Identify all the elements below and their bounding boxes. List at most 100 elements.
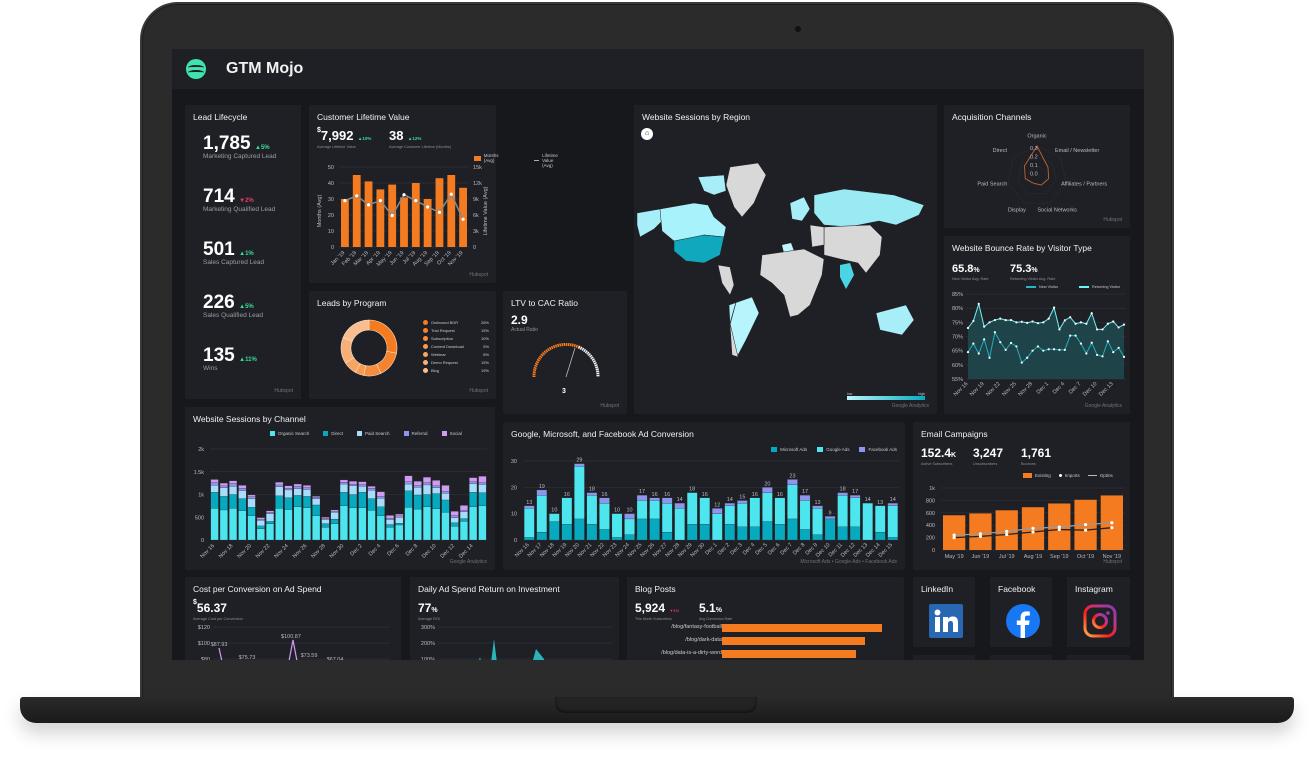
svg-text:Dec 8: Dec 8 [792,542,806,556]
svg-text:Dec 10: Dec 10 [421,543,438,560]
legend-item[interactable]: Existing [1023,473,1051,478]
world-map[interactable] [634,155,937,405]
bounce-kpi-returning: 75.3% Returning Visitor Avg. Rate [1010,263,1056,281]
svg-text:16: 16 [564,492,570,498]
svg-text:14: 14 [677,497,683,503]
legend-item[interactable]: Facebook Ads [859,447,897,452]
svg-text:200: 200 [926,536,935,542]
legend-item[interactable]: Organic Search [270,431,309,436]
legend-returning-visitor[interactable]: Returning Visitor [1079,285,1120,289]
svg-text:0: 0 [331,245,334,251]
svg-text:Jun '19: Jun '19 [972,554,990,560]
data-source: Google Analytics [891,403,929,409]
home-icon[interactable]: ⌂ [641,128,653,140]
card-title: Google, Microsoft, and Facebook Ad Conve… [511,429,694,439]
leads-donut-chart[interactable] [339,318,399,378]
cost-line-chart[interactable]: $120 $100 $80 $87.93 $100.87 $75.73 $73.59 $67.… [185,621,401,660]
facebook-card[interactable]: Facebook [990,577,1052,647]
clv-combo-chart[interactable]: 50 40 30 20 10 0 15k 12k 9k 6k 3k 0 Months (Avg) Life… [309,153,496,283]
cost-per-conversion-card: Cost per Conversion on Ad Spend $56.37 A… [185,577,401,660]
clv-legend-line[interactable]: Lifetime Value (Avg) [534,153,563,168]
svg-text:Aug '19: Aug '19 [1024,554,1042,560]
svg-text:10: 10 [614,508,620,514]
legend-item[interactable]: Outbound BDR 28% [423,318,489,326]
svg-text:100%: 100% [421,657,435,660]
svg-text:Nov 18: Nov 18 [218,543,235,560]
card-title: Instagram [1075,584,1113,594]
svg-text:Dec 3: Dec 3 [729,542,743,556]
svg-text:20: 20 [328,213,334,219]
svg-text:200%: 200% [421,641,435,647]
legend-item[interactable]: Google Ads [817,447,849,452]
svg-text:19: 19 [539,484,545,490]
linkedin-icon[interactable] [929,604,963,638]
svg-text:Nov 24: Nov 24 [273,543,290,560]
sessions-by-channel-card: Website Sessions by Channel Organic Sear… [185,407,495,570]
legend-item[interactable]: Referral [403,431,428,436]
svg-text:30: 30 [511,459,517,465]
card-title: Lead Lifecycle [193,112,248,122]
clv-legend-bar[interactable]: Months (Avg) [474,153,502,163]
legend-item[interactable]: Content Download 5% [423,342,489,350]
legend-item[interactable]: Direct [323,431,343,436]
facebook-icon[interactable] [1006,604,1040,638]
svg-text:16: 16 [752,492,758,498]
svg-text:17: 17 [639,489,645,495]
svg-text:Nov 26: Nov 26 [292,543,309,560]
svg-text:3k: 3k [473,229,479,235]
bounce-rate-card: Website Bounce Rate by Visitor Type 65.8… [944,236,1130,414]
legend-item[interactable]: Social [441,431,462,436]
blog-post-row[interactable]: /blog/fantasy-football [627,623,904,634]
legend-item[interactable]: Demo Request 15% [423,358,489,366]
svg-text:1k: 1k [198,493,204,499]
svg-text:10: 10 [328,229,334,235]
instagram-card[interactable]: Instagram [1067,577,1130,647]
legend-item[interactable]: Optins [1087,473,1113,478]
blog-kpi-subscribers: 5,924 ▼1% This Month Subscribers [635,601,680,621]
acquisition-radar-chart[interactable]: Organic Email / Newsletter Affiliates / Pa… [944,119,1130,229]
mountain-wave-logo-icon[interactable] [186,59,206,79]
data-source: Google Analytics [1084,403,1122,409]
svg-text:May '19: May '19 [945,554,964,560]
legend-item[interactable]: Paid Search [357,431,390,436]
legend-new-visitor[interactable]: New Visitor [1026,285,1058,289]
card-title: Daily Ad Spend Return on Investment [418,584,560,594]
linkedin-card[interactable]: LinkedIn [913,577,975,647]
card-title: Leads by Program [317,298,387,308]
svg-text:0.0: 0.0 [1030,172,1038,178]
roi-area-chart[interactable]: 300% 200% 100% [410,621,619,660]
instagram-icon[interactable] [1083,604,1117,638]
ltv-cac-gauge [532,342,600,378]
legend-item[interactable]: Subscription 10% [423,334,489,342]
bounce-line-chart[interactable]: 85%80%75%70%65%60%55%Nov 16 Nov 19 Nov 22 N… [944,291,1130,409]
blog-post-row[interactable]: /blog/dark-data [627,636,904,647]
svg-text:Nov 30: Nov 30 [329,543,346,560]
svg-text:0.2: 0.2 [1030,155,1038,161]
legend-item[interactable]: Webinar 8% [423,350,489,358]
social-card-row2 [1067,655,1130,660]
svg-text:Dec 1: Dec 1 [1036,381,1050,395]
svg-text:600: 600 [926,511,935,517]
ltv-cac-card: LTV to CAC Ratio 2.9 Actual Ratio 3 Hubs… [503,291,627,414]
svg-text:Direct: Direct [993,148,1008,154]
email-combo-chart[interactable]: 1k 800 600 400 200 0 May '19 Jun '19 Jul '19 Aug … [913,480,1130,570]
svg-text:14: 14 [865,497,871,503]
data-source: Hubspot [469,272,488,278]
svg-text:65%: 65% [952,349,963,355]
customer-lifetime-value-card: Customer Lifetime Value $7,992 ▲10% Aver… [309,105,558,283]
svg-text:Dec 13: Dec 13 [1098,381,1115,398]
legend-item[interactable]: Microsoft Ads [771,447,807,452]
legend-item[interactable]: Trial Request 15% [423,326,489,334]
data-source: Microsoft Ads • Google Ads • Facebook Ad… [800,559,897,565]
svg-text:0: 0 [932,548,935,554]
legend-item[interactable]: Imports [1058,473,1080,478]
roi-kpi: 77% Average ROI [418,601,440,621]
legend-item[interactable]: Blog 19% [423,366,489,374]
data-source: Hubspot [1103,559,1122,565]
blog-post-row[interactable]: /blog/data-is-a-dirty-word [627,649,904,660]
dashboard-screen: GTM Mojo Lead Lifecycle 1,785 ▲5% Marketi… [172,49,1144,660]
svg-text:Nov 16: Nov 16 [953,381,970,398]
svg-text:Dec 8: Dec 8 [405,543,419,557]
